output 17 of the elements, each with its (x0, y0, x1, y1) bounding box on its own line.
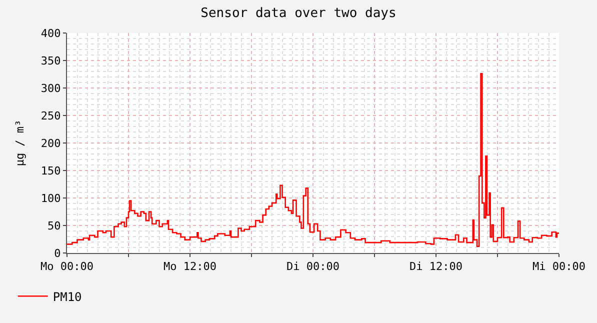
y-tick-label: 250 (40, 109, 61, 122)
y-tick-label: 50 (48, 219, 61, 232)
y-tick-label: 150 (40, 164, 61, 178)
y-tick-label: 350 (40, 54, 61, 68)
x-tick-label: Di 12:00 (410, 260, 462, 274)
x-tick-label: Mo 12:00 (164, 260, 216, 274)
y-tick-label: 300 (40, 82, 61, 95)
y-tick-label: 400 (40, 26, 61, 40)
x-tick-label: Di 00:00 (286, 260, 340, 274)
legend-label: PM10 (52, 290, 82, 304)
y-axis-title: µg / m³ (14, 120, 27, 166)
x-tick-label: Mi 00:00 (532, 260, 586, 274)
chart-title: Sensor data over two days (200, 6, 396, 22)
y-tick-label: 0 (54, 246, 61, 260)
y-tick-label: 200 (40, 136, 61, 150)
x-tick-label: Mo 00:00 (40, 260, 94, 274)
y-tick-label: 100 (40, 192, 61, 205)
